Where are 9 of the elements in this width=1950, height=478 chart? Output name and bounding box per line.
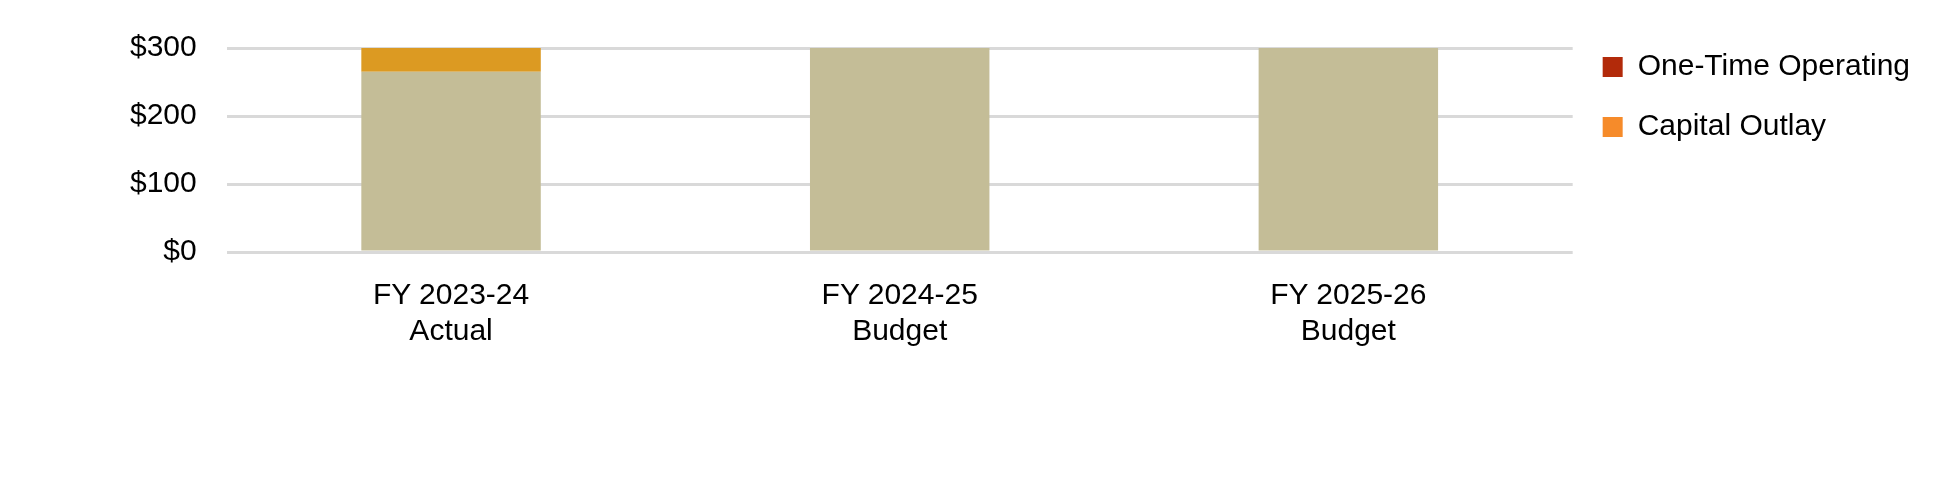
x-tick-label: FY 2024-25 Budget [821, 277, 978, 347]
y-tick-label: $300 [129, 29, 197, 63]
legend-label: One-Time Operating [1637, 48, 1911, 82]
y-tick-label: $200 [129, 97, 197, 131]
y-tick-label: $100 [129, 165, 197, 199]
legend-label: Capital Outlay [1637, 108, 1827, 142]
y-tick-label: $0 [163, 233, 197, 267]
x-tick-label: FY 2023-24 Actual [372, 277, 530, 347]
x-tick-label: FY 2025-26 Budget [1270, 277, 1427, 347]
